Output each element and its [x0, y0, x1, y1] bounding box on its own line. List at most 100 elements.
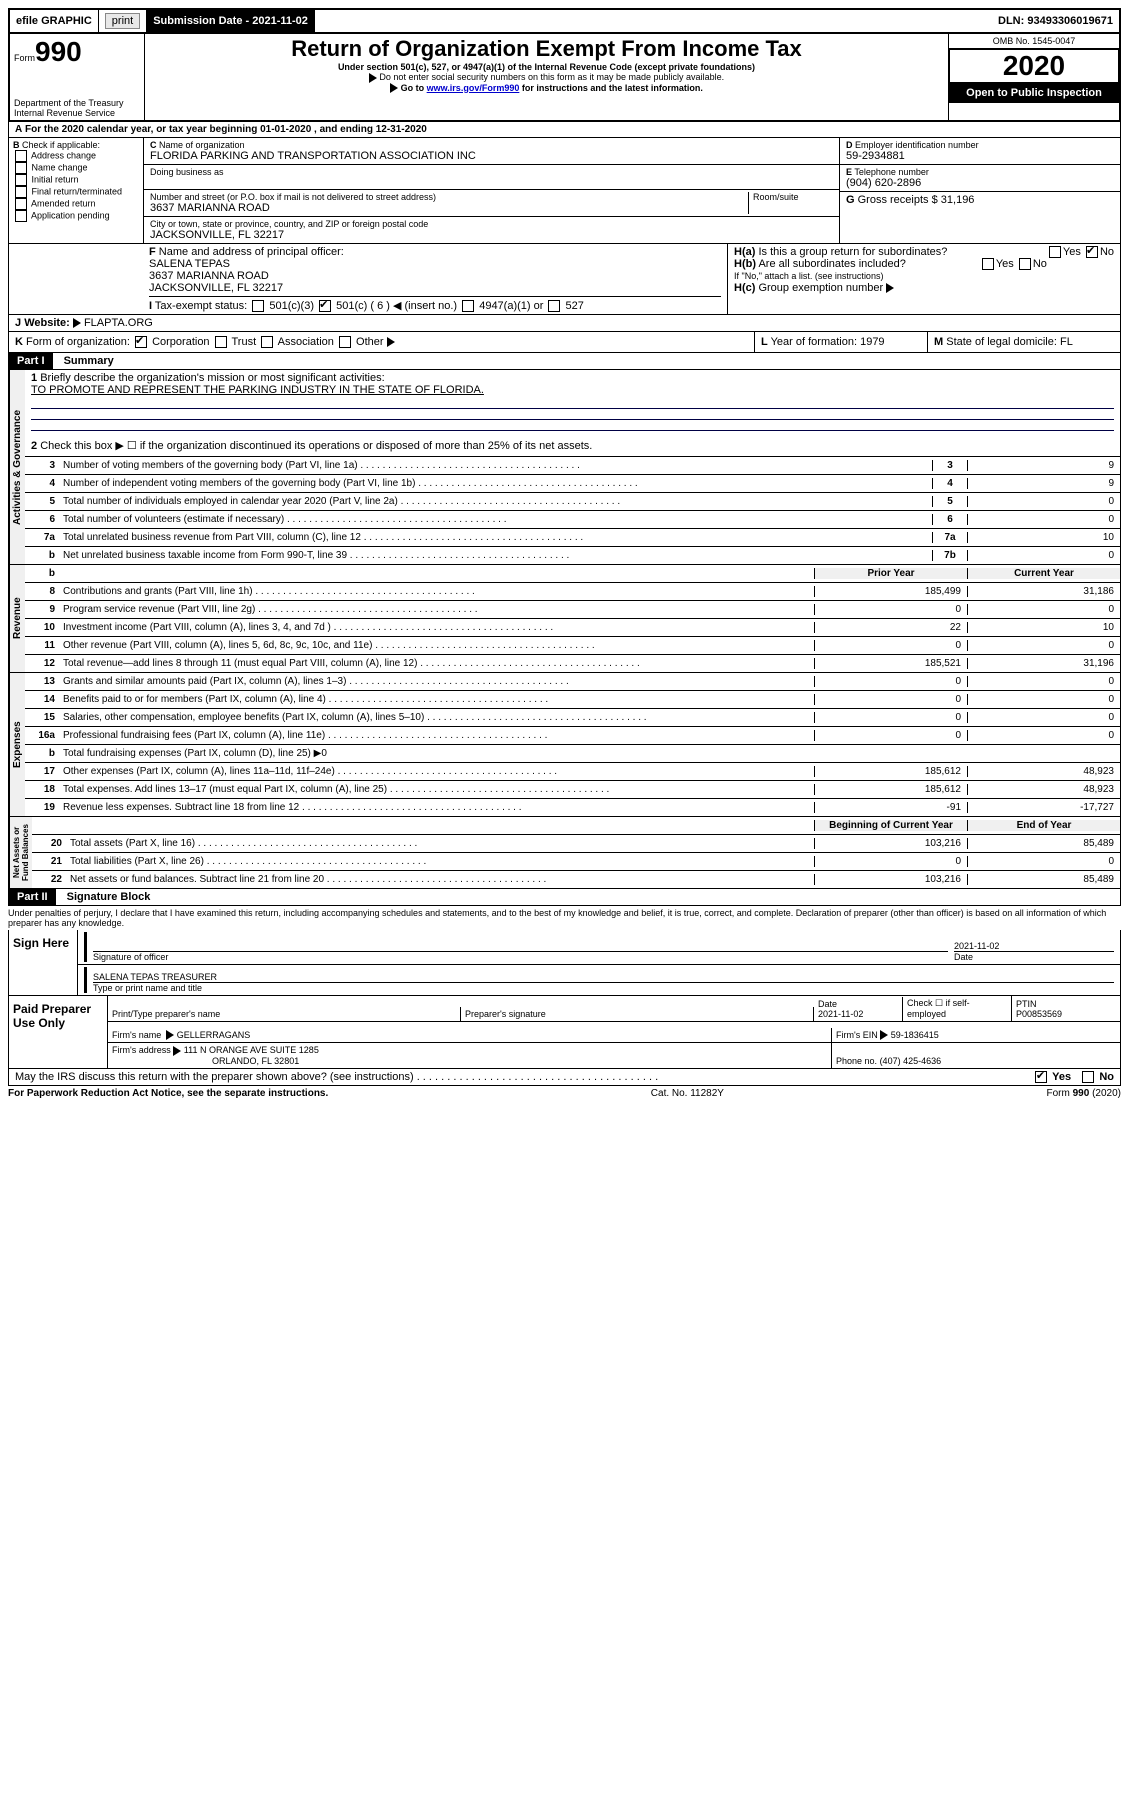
checkbox-ha-no[interactable] [1086, 246, 1098, 258]
page-footer: For Paperwork Reduction Act Notice, see … [8, 1086, 1121, 1101]
omb-no: OMB No. 1545-0047 [949, 34, 1119, 49]
year-formation: 1979 [860, 336, 884, 348]
side-revenue: Revenue [9, 565, 25, 672]
checkbox-trust[interactable] [215, 336, 227, 348]
opt-insert: (insert no.) [405, 300, 458, 312]
hdr-bocy: Beginning of Current Year [814, 820, 967, 831]
checkbox-discuss-no[interactable] [1082, 1071, 1094, 1083]
sign-here-label: Sign Here [9, 930, 78, 995]
table-row: 17Other expenses (Part IX, column (A), l… [25, 763, 1120, 781]
table-row: 19Revenue less expenses. Subtract line 1… [25, 799, 1120, 816]
opt-trust: Trust [231, 336, 256, 348]
checkbox-name-change[interactable] [15, 162, 27, 174]
opt-name: Name change [32, 162, 88, 172]
gov-row: 4Number of independent voting members of… [25, 475, 1120, 493]
footer-mid: Cat. No. 11282Y [651, 1088, 724, 1099]
sig-date: 2021-11-02 [954, 941, 1114, 951]
table-row: 22Net assets or fund balances. Subtract … [32, 871, 1120, 888]
table-row: 20Total assets (Part X, line 16)103,2168… [32, 835, 1120, 853]
c-name-label: Name of organization [159, 140, 245, 150]
open-public: Open to Public Inspection [949, 83, 1119, 103]
website-val: FLAPTA.ORG [84, 317, 153, 329]
prep-date: 2021-11-02 [818, 1009, 863, 1019]
gross-receipts: 31,196 [941, 194, 975, 206]
firm-name: GELLERRAGANS [177, 1030, 251, 1040]
print-button[interactable]: print [105, 13, 140, 29]
col-f: F Name and address of principal officer:… [143, 244, 728, 314]
sig-name: SALENA TEPAS TREASURER [93, 972, 1114, 982]
line-j: J Website: FLAPTA.ORG [8, 315, 1121, 332]
opt-pending: Application pending [31, 210, 110, 220]
checkbox-527[interactable] [548, 300, 560, 312]
gov-row: bNet unrelated business taxable income f… [25, 547, 1120, 564]
checkbox-corp[interactable] [135, 336, 147, 348]
prep-name-label: Print/Type preparer's name [108, 1007, 461, 1021]
opt-527: 527 [566, 300, 584, 312]
table-row: bTotal fundraising expenses (Part IX, co… [25, 745, 1120, 763]
triangle-icon [166, 1030, 174, 1040]
sign-block: Sign Here Signature of officer 2021-11-0… [8, 930, 1121, 996]
opt-initial: Initial return [32, 174, 79, 184]
form-title: Return of Organization Exempt From Incom… [149, 36, 944, 62]
gov-row: 3Number of voting members of the governi… [25, 457, 1120, 475]
col-c: C Name of organization FLORIDA PARKING A… [144, 138, 840, 243]
checkbox-pending[interactable] [15, 210, 27, 222]
domicile: FL [1060, 336, 1073, 348]
checkbox-501c3[interactable] [252, 300, 264, 312]
table-row: 10Investment income (Part VIII, column (… [25, 619, 1120, 637]
table-row: 9Program service revenue (Part VIII, lin… [25, 601, 1120, 619]
table-row: 15Salaries, other compensation, employee… [25, 709, 1120, 727]
firm-phone-label: Phone no. [836, 1056, 877, 1066]
col-b: B Check if applicable: Address change Na… [9, 138, 144, 243]
footer-left: For Paperwork Reduction Act Notice, see … [8, 1088, 328, 1099]
table-row: 13Grants and similar amounts paid (Part … [25, 673, 1120, 691]
ptin-label: PTIN [1016, 999, 1037, 1009]
table-row: 14Benefits paid to or for members (Part … [25, 691, 1120, 709]
sig-officer-label: Signature of officer [93, 951, 948, 962]
checkbox-assoc[interactable] [261, 336, 273, 348]
triangle-icon [390, 83, 398, 93]
top-bar: efile GRAPHIC print Submission Date - 20… [8, 8, 1121, 34]
checkbox-address-change[interactable] [15, 150, 27, 162]
firm-addr2: ORLANDO, FL 32801 [112, 1056, 299, 1066]
checkbox-ha-yes[interactable] [1049, 246, 1061, 258]
hdr-prior-year: Prior Year [814, 568, 967, 579]
d-label: Employer identification number [855, 140, 979, 150]
checkbox-hb-yes[interactable] [982, 258, 994, 270]
f-pad [9, 244, 143, 314]
sig-vline [84, 932, 87, 962]
block-bcdeg: B Check if applicable: Address change Na… [8, 138, 1121, 244]
checkbox-hb-no[interactable] [1019, 258, 1031, 270]
part1-label: Part I [9, 353, 53, 369]
checkbox-amended[interactable] [15, 198, 27, 210]
line-a-text: For the 2020 calendar year, or tax year … [25, 124, 427, 135]
ha-label: Is this a group return for subordinates? [758, 246, 947, 258]
col-h: H(a) Is this a group return for subordin… [728, 244, 1120, 314]
checkbox-discuss-yes[interactable] [1035, 1071, 1047, 1083]
triangle-icon [387, 337, 395, 347]
form-subtitle: Under section 501(c), 527, or 4947(a)(1)… [149, 62, 944, 72]
footer-right: Form 990 (2020) [1047, 1088, 1121, 1099]
form-note2: Go to www.irs.gov/Form990 for instructio… [149, 83, 944, 94]
part1-header: Part I Summary [8, 353, 1121, 370]
section-expenses: Expenses 13Grants and similar amounts pa… [8, 673, 1121, 817]
h-note: If "No," attach a list. (see instruction… [734, 271, 883, 281]
checkbox-initial[interactable] [15, 174, 27, 186]
checkbox-501c[interactable] [319, 300, 331, 312]
e-label: Telephone number [854, 167, 929, 177]
checkbox-4947[interactable] [462, 300, 474, 312]
opt-other: Other [356, 336, 384, 348]
col-deg: D Employer identification number 59-2934… [840, 138, 1120, 243]
hb-label: Are all subordinates included? [758, 258, 905, 270]
side-governance: Activities & Governance [9, 370, 25, 564]
sig-name-label: Type or print name and title [93, 982, 1114, 993]
checkbox-final[interactable] [15, 186, 27, 198]
q1-label: Briefly describe the organization's miss… [40, 372, 384, 384]
dln: DLN: 93493306019671 [992, 10, 1119, 32]
checkbox-other[interactable] [339, 336, 351, 348]
q2-text: Check this box ▶ ☐ if the organization d… [40, 439, 592, 452]
l-label: Year of formation: [771, 336, 857, 348]
irs-link[interactable]: www.irs.gov/Form990 [427, 83, 520, 93]
line-klm: K Form of organization: Corporation Trus… [8, 332, 1121, 353]
firm-ein-label: Firm's EIN [836, 1030, 878, 1040]
